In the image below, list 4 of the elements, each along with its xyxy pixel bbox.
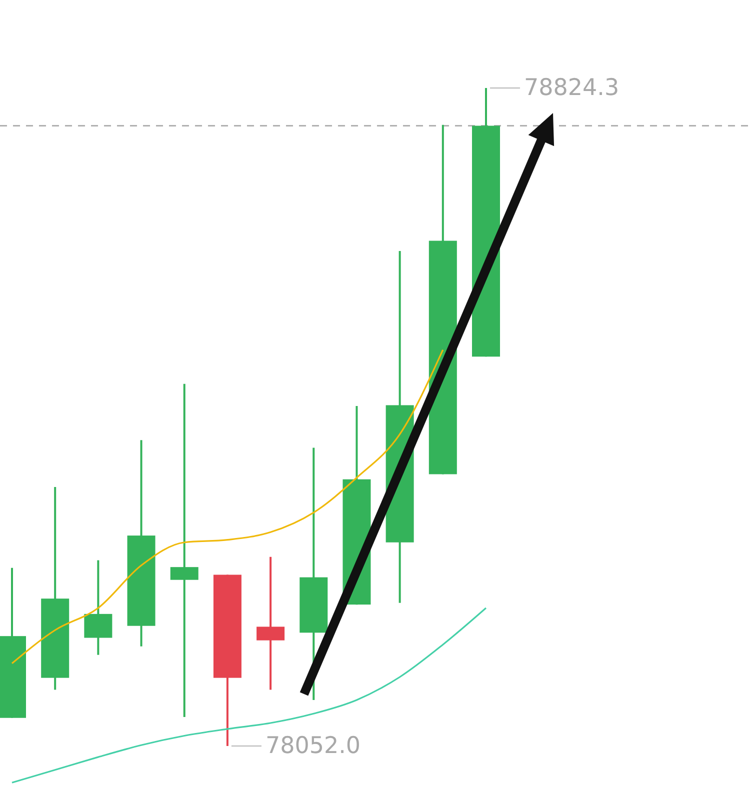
candlestick xyxy=(256,556,285,691)
text: 78824.3 xyxy=(524,75,620,101)
candlestick xyxy=(170,382,198,718)
annotation: 78052.0 xyxy=(265,733,361,759)
